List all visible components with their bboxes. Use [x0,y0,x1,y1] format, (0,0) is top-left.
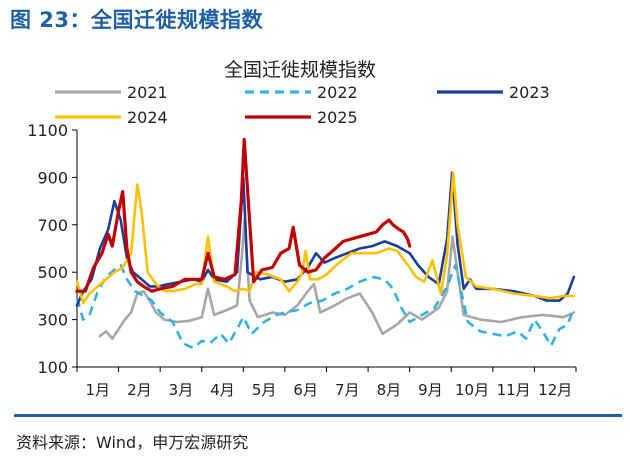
y-tick-label: 700 [37,216,68,235]
source-note: 资料来源：Wind，申万宏源研究 [16,433,249,452]
x-tick-label: 7月 [335,381,360,399]
line-chart: 全国迁徙规模指数 2021 2022 2023 2024 2025 100 300 500 7… [27,59,577,399]
legend-label-2022: 2022 [317,83,358,102]
y-tick-label: 300 [37,311,68,330]
x-tick-label: 8月 [377,381,402,399]
x-tick-label: 6月 [293,381,318,399]
series-line-2023 [75,171,576,307]
x-tick-label: 4月 [210,381,235,399]
chart-title: 全国迁徙规模指数 [224,59,376,81]
x-tick-label: 9月 [418,381,443,399]
series-line-2025 [75,137,412,293]
legend-label-2021: 2021 [127,83,168,102]
x-tick-label: 11月 [497,381,531,399]
x-tick-label: 1月 [86,381,111,399]
x-tick-label: 10月 [455,381,489,399]
series-line-2021 [98,218,576,340]
legend-label-2025: 2025 [317,108,358,127]
legend-label-2024: 2024 [127,108,168,127]
x-axis-ticks: 1月 2月 3月 4月 5月 6月 7月 8月 9月 10月 11月 12月 [76,367,577,399]
x-tick-label: 3月 [169,381,194,399]
x-tick-label: 2月 [127,381,152,399]
footer-rule [14,414,622,417]
y-axis-ticks: 100 300 500 700 900 1100 [27,121,77,377]
legend: 2021 2022 2023 2024 2025 [55,83,550,127]
series-lines [75,137,576,350]
y-tick-label: 500 [37,263,68,282]
y-tick-label: 900 [37,168,68,187]
y-tick-label: 1100 [27,121,68,140]
y-tick-label: 100 [37,358,68,377]
x-tick-label: 12月 [538,381,572,399]
figure-title: 图 23：全国迁徙规模指数 [10,8,264,32]
series-line-2024 [75,171,576,305]
legend-label-2023: 2023 [509,83,550,102]
x-tick-label: 5月 [252,381,277,399]
series-line-2022 [75,263,576,350]
